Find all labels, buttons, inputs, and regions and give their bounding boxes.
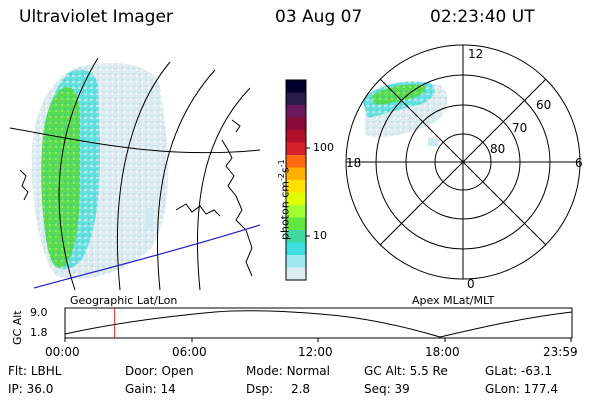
- lat-label: 70: [512, 121, 528, 135]
- aurora-speck: [428, 138, 438, 146]
- lat-label: 60: [536, 98, 552, 112]
- mlt-label-right: 6: [575, 156, 583, 170]
- field-value: 2.8: [290, 382, 311, 396]
- field-value: 5.5 Re: [409, 364, 448, 378]
- aurora-speck: [146, 208, 154, 228]
- date-label: 03 Aug 07: [275, 7, 363, 27]
- field-value: 177.4: [523, 382, 558, 396]
- colorbar-segment: [286, 130, 306, 143]
- gc-alt-field: GC Alt: 5.5 Re: [364, 365, 448, 377]
- flt-field: Flt: LBHL: [8, 365, 61, 377]
- colorbar-segment: [286, 217, 306, 231]
- mlt-label-top: 12: [468, 47, 484, 61]
- field-label: Flt:: [8, 364, 27, 378]
- colorbar-segment: [286, 80, 306, 93]
- trajectory-line: [33, 224, 260, 289]
- field-label: Gain:: [125, 382, 157, 396]
- timeline-xtick: 00:00: [45, 345, 80, 359]
- coastline: [221, 139, 253, 277]
- colorbar-segment: [286, 242, 306, 256]
- field-label: GLon:: [485, 382, 520, 396]
- instrument-title: Ultraviolet Imager: [19, 7, 173, 27]
- field-label: Mode:: [246, 364, 283, 378]
- polar-axis-diagonal: [379, 78, 547, 246]
- colorbar-segment: [286, 117, 306, 131]
- field-label: Seq:: [364, 382, 391, 396]
- timeline-ytick: 9.0: [30, 306, 48, 319]
- timeline-ylabel: GC Alt: [11, 310, 24, 345]
- timeline-xtick: 06:00: [172, 345, 207, 359]
- timeline-xtick: 18:00: [425, 345, 460, 359]
- colorbar-frame: [285, 79, 307, 281]
- unit-text: photon cm: [278, 181, 292, 240]
- unit-superscript: -1: [277, 159, 286, 168]
- field-value: Open: [161, 364, 194, 378]
- coastline: [231, 119, 241, 133]
- coastline: [175, 203, 221, 217]
- seq-field: Seq: 39: [364, 383, 410, 395]
- colorbar-segment: [286, 105, 306, 118]
- field-value: 36.0: [26, 382, 54, 396]
- colorbar-segment: [286, 180, 306, 193]
- field-value: 39: [394, 382, 410, 396]
- meridian-line: [197, 87, 251, 290]
- coastline: [19, 169, 29, 201]
- meridian-line: [116, 61, 171, 290]
- colorbar-segment: [286, 142, 306, 156]
- colorbar-segment: [286, 267, 306, 281]
- colorbar-segment: [286, 230, 306, 243]
- timeline-xtick: 12:00: [298, 345, 333, 359]
- colorbar-segment: [286, 92, 306, 106]
- time-label: 02:23:40 UT: [430, 7, 535, 27]
- colorbar-segment: [286, 155, 306, 168]
- meridian-line: [58, 57, 99, 290]
- glat-field: GLat: -63.1: [485, 365, 552, 377]
- timeline-ytick: 1.8: [30, 326, 48, 339]
- door-field: Door: Open: [125, 365, 194, 377]
- unit-superscript: -2: [277, 173, 286, 182]
- field-value: LBHL: [30, 364, 62, 378]
- timeline-xtick: 23:59: [543, 345, 578, 359]
- colorbar-segment: [286, 167, 306, 181]
- glon-field: GLon: 177.4: [485, 383, 558, 395]
- mode-field: Mode: Normal: [246, 365, 330, 377]
- altitude-timeline: [64, 307, 573, 342]
- mlt-label-left: 18: [346, 156, 362, 170]
- field-value: Normal: [286, 364, 330, 378]
- mlt-label-bottom: 0: [467, 277, 475, 291]
- field-label: GLat:: [485, 364, 518, 378]
- lat-label: 80: [490, 142, 506, 156]
- colorbar: [286, 80, 306, 281]
- ip-field: IP: 36.0: [8, 383, 53, 395]
- right-panel-caption: Apex MLat/MLT: [412, 294, 495, 307]
- dsp-field: Dsp: 2.8: [246, 383, 310, 395]
- field-label: IP:: [8, 382, 23, 396]
- timeline-frame: [64, 307, 573, 339]
- colorbar-tick-label: 10: [313, 229, 327, 242]
- colorbar-segment: [286, 205, 306, 218]
- colorbar-tick-label: 100: [313, 141, 334, 154]
- meridian-line: [157, 69, 216, 290]
- field-value: -63.1: [520, 364, 552, 378]
- aurora-green-region-polar: [372, 84, 426, 105]
- left-panel-caption: Geographic Lat/Lon: [70, 294, 178, 307]
- geographic-map: [9, 57, 260, 290]
- polar-plot: [345, 44, 581, 280]
- colorbar-segment: [286, 192, 306, 206]
- gain-field: Gain: 14: [125, 383, 176, 395]
- altitude-curve: [64, 310, 573, 338]
- aurora-green-band: [41, 86, 80, 268]
- field-label: GC Alt:: [364, 364, 406, 378]
- colorbar-segment: [286, 255, 306, 268]
- unit-text: s: [278, 167, 292, 174]
- field-label: Dsp:: [246, 382, 274, 396]
- field-label: Door:: [125, 364, 158, 378]
- colorbar-unit-label: photon cm-2s-1: [276, 159, 292, 240]
- field-value: 14: [160, 382, 176, 396]
- latitude-line: [9, 127, 260, 154]
